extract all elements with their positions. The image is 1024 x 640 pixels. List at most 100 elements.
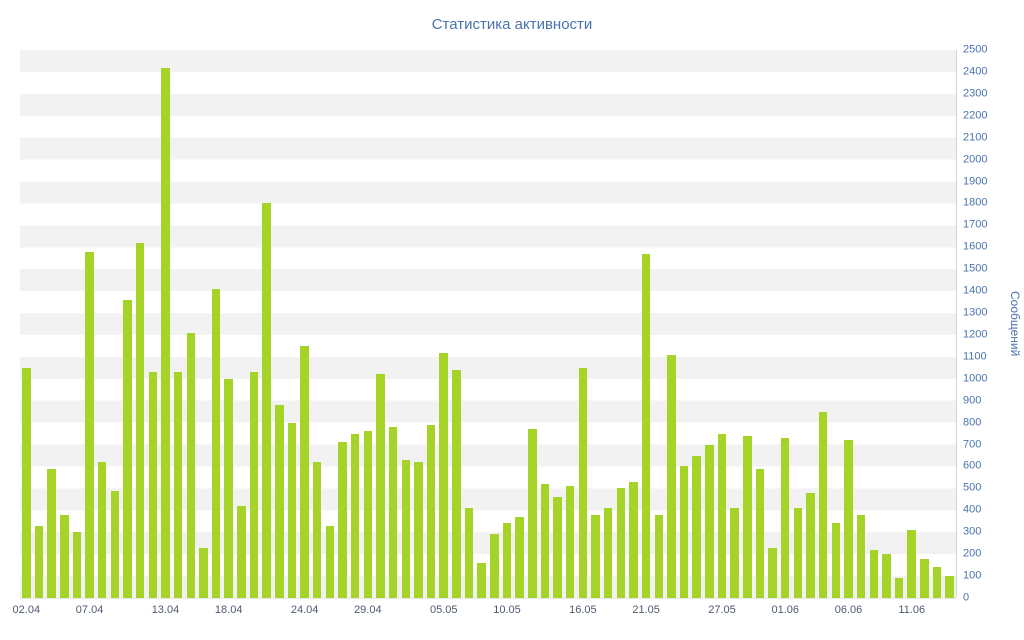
- x-tick-label: 21.05: [632, 604, 660, 616]
- bar[interactable]: [199, 547, 208, 598]
- bar[interactable]: [186, 332, 195, 598]
- bar[interactable]: [363, 431, 373, 598]
- bar[interactable]: [679, 466, 689, 598]
- bar[interactable]: [806, 492, 815, 598]
- bar[interactable]: [376, 374, 385, 598]
- x-tick-label: 06.06: [834, 604, 863, 616]
- bar[interactable]: [743, 435, 752, 598]
- y-tick-label: 1900: [963, 175, 988, 188]
- x-tick-label: 16.05: [569, 604, 597, 616]
- bar[interactable]: [565, 486, 575, 598]
- bar[interactable]: [717, 433, 727, 598]
- bar[interactable]: [907, 530, 916, 598]
- bar[interactable]: [920, 558, 929, 598]
- x-tick-label: 27.05: [708, 604, 736, 616]
- bar[interactable]: [275, 405, 284, 598]
- bar[interactable]: [869, 549, 878, 598]
- bar[interactable]: [414, 462, 423, 598]
- bar[interactable]: [856, 514, 866, 598]
- y-tick-label: 1500: [963, 262, 988, 275]
- bar[interactable]: [224, 378, 233, 598]
- bar[interactable]: [110, 490, 120, 598]
- y-tick-label: 2200: [963, 109, 988, 122]
- bar[interactable]: [641, 253, 651, 598]
- bar[interactable]: [629, 481, 638, 598]
- x-tick-label: 29.04: [354, 604, 382, 616]
- bar[interactable]: [502, 523, 512, 598]
- bar[interactable]: [490, 534, 499, 598]
- bar[interactable]: [894, 578, 904, 598]
- bar[interactable]: [401, 459, 410, 598]
- bar[interactable]: [72, 532, 82, 598]
- bar[interactable]: [528, 429, 537, 598]
- bar[interactable]: [781, 437, 790, 598]
- bar[interactable]: [603, 508, 613, 598]
- y-tick-label: 700: [963, 438, 982, 451]
- y-tick-label: 2300: [963, 87, 988, 100]
- bar[interactable]: [945, 576, 954, 598]
- bar[interactable]: [325, 525, 335, 598]
- bar[interactable]: [692, 455, 701, 598]
- bar[interactable]: [22, 367, 31, 598]
- bar[interactable]: [705, 444, 714, 598]
- bar[interactable]: [730, 508, 739, 598]
- bar[interactable]: [262, 203, 271, 598]
- y-axis-tick-labels: 0 100 200 300 400 500 600 700 800 900 1000 1100 1200…: [963, 44, 1003, 603]
- bar[interactable]: [616, 488, 626, 598]
- y-axis-line: [956, 50, 957, 598]
- bar[interactable]: [540, 484, 550, 598]
- bar[interactable]: [249, 372, 259, 598]
- bar[interactable]: [338, 442, 347, 598]
- bar[interactable]: [591, 514, 600, 598]
- bar[interactable]: [818, 411, 828, 598]
- bar[interactable]: [47, 468, 56, 598]
- bar[interactable]: [148, 372, 158, 598]
- bar[interactable]: [123, 299, 132, 598]
- bar[interactable]: [654, 514, 663, 598]
- bar[interactable]: [844, 440, 853, 598]
- bar[interactable]: [388, 427, 398, 598]
- bar[interactable]: [578, 367, 588, 598]
- bar[interactable]: [768, 547, 777, 598]
- x-tick-label: 11.06: [898, 604, 926, 616]
- bar[interactable]: [85, 251, 94, 598]
- y-tick-label: 0: [963, 591, 970, 604]
- y-tick-label: 2400: [963, 65, 988, 78]
- y-tick-label: 2500: [963, 43, 988, 56]
- y-tick-label: 400: [963, 503, 982, 516]
- bar[interactable]: [464, 508, 474, 598]
- bar[interactable]: [34, 525, 44, 598]
- bar[interactable]: [932, 567, 942, 598]
- bar[interactable]: [60, 514, 69, 598]
- bar[interactable]: [313, 462, 322, 598]
- y-tick-label: 1200: [963, 328, 988, 341]
- bar[interactable]: [515, 516, 524, 598]
- bar[interactable]: [300, 345, 309, 598]
- bar[interactable]: [831, 523, 841, 598]
- bar[interactable]: [211, 288, 221, 598]
- y-tick-label: 900: [963, 394, 982, 407]
- y-tick-label: 2000: [963, 153, 988, 166]
- x-axis-tick-labels: 02.04 07.04 13.04 18.04 24.04 29.04 05.05 10.05…: [13, 604, 956, 620]
- y-tick-label: 600: [963, 459, 982, 472]
- bar[interactable]: [553, 497, 562, 598]
- bar[interactable]: [173, 372, 183, 598]
- x-tick-label: 01.06: [771, 604, 799, 616]
- bar[interactable]: [477, 562, 486, 598]
- bar[interactable]: [350, 433, 360, 598]
- bar[interactable]: [161, 67, 170, 598]
- bar[interactable]: [426, 424, 436, 598]
- bar[interactable]: [439, 352, 448, 598]
- bar[interactable]: [882, 554, 891, 598]
- bar[interactable]: [97, 462, 107, 598]
- bar[interactable]: [755, 468, 765, 598]
- bar[interactable]: [452, 370, 461, 598]
- bar[interactable]: [793, 508, 803, 598]
- bar[interactable]: [667, 354, 676, 598]
- y-tick-label: 200: [963, 547, 982, 560]
- bar[interactable]: [237, 505, 246, 598]
- y-tick-label: 1800: [963, 196, 988, 209]
- bar[interactable]: [287, 422, 297, 598]
- y-tick-label: 500: [963, 481, 982, 494]
- bar[interactable]: [135, 242, 145, 598]
